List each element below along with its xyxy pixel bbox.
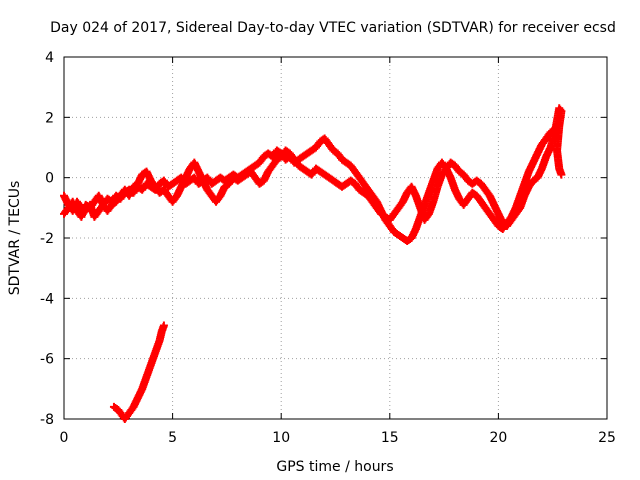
- data-point: [557, 170, 566, 179]
- data-series: [60, 104, 566, 230]
- data-points: [60, 104, 566, 423]
- y-tick-label: -2: [40, 231, 54, 247]
- x-tick-label: 10: [272, 430, 290, 446]
- y-tick-label: -8: [40, 412, 54, 428]
- grid-lines: [64, 57, 607, 419]
- x-tick-label: 25: [598, 430, 616, 446]
- y-tick-label: -6: [40, 352, 54, 368]
- x-tick-label: 20: [489, 430, 507, 446]
- x-axis-label: GPS time / hours: [276, 459, 393, 475]
- y-axis-label: SDTVAR / TECUs: [7, 181, 23, 296]
- y-tick-label: 2: [45, 110, 54, 126]
- axis-ticks: 0 5 10 15 20 25 -8 -6 -4 -2 0 2 4: [40, 50, 616, 446]
- chart-title: Day 024 of 2017, Sidereal Day-to-day VTE…: [50, 20, 616, 36]
- x-tick-label: 0: [60, 430, 69, 446]
- y-tick-label: 0: [45, 171, 54, 187]
- y-tick-label: 4: [45, 50, 54, 66]
- y-tick-label: -4: [40, 291, 54, 307]
- x-tick-label: 15: [381, 430, 399, 446]
- x-tick-label: 5: [168, 430, 177, 446]
- data-series: [109, 321, 168, 423]
- plot-frame: [63, 56, 608, 420]
- data-point: [159, 321, 168, 330]
